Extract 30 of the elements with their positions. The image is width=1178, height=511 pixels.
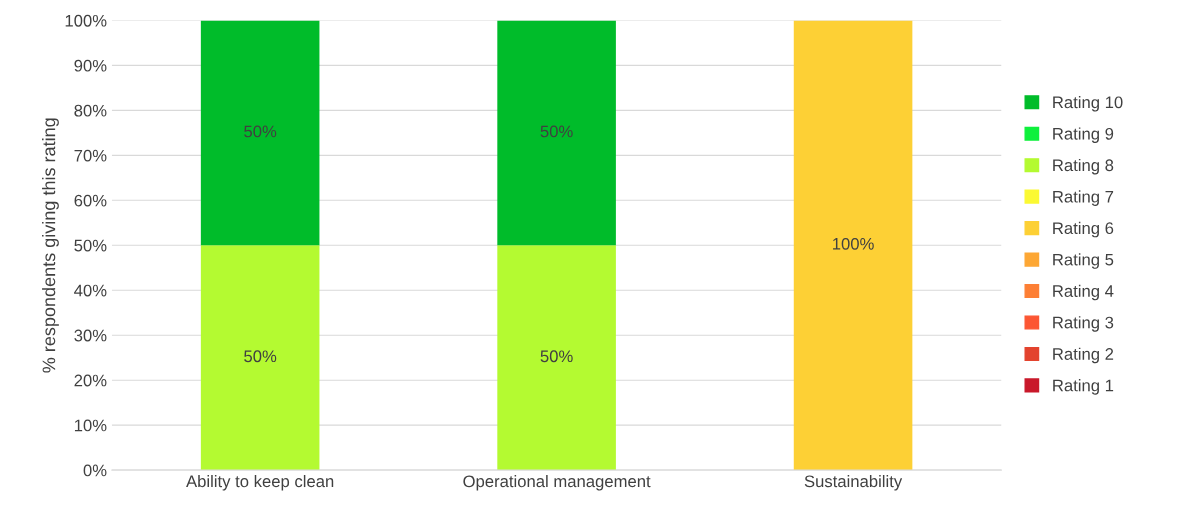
- data-label: 50%: [540, 350, 573, 363]
- legend-label: Rating 3: [1053, 316, 1114, 332]
- legend-label: Rating 4: [1053, 284, 1114, 301]
- legend-label: Rating 8: [1053, 158, 1114, 175]
- x-tick-label: Ability to keep clean: [186, 474, 334, 491]
- legend-label: Rating 10: [1053, 95, 1123, 112]
- data-label: 50%: [540, 125, 573, 138]
- y-axis-title: % respondents giving this rating: [42, 118, 59, 373]
- x-tick-label: Operational management: [463, 474, 651, 491]
- data-label: 50%: [244, 350, 277, 363]
- y-tick-label: 90%: [74, 59, 107, 72]
- y-tick-label: 70%: [74, 149, 107, 162]
- legend-label: Rating 7: [1053, 190, 1114, 206]
- y-tick-label: 0%: [83, 464, 107, 477]
- y-tick-label: 20%: [74, 374, 107, 387]
- legend-label: Rating 9: [1053, 127, 1114, 143]
- y-tick-label: 60%: [74, 194, 107, 207]
- legend-label: Rating 5: [1053, 253, 1114, 269]
- y-tick-label: 80%: [74, 104, 107, 117]
- y-tick-label: 50%: [74, 239, 107, 252]
- y-tick-label: 100%: [65, 14, 107, 27]
- y-tick-label: 30%: [74, 329, 107, 342]
- legend-label: Rating 2: [1053, 347, 1114, 364]
- y-tick-label: 40%: [74, 284, 107, 297]
- data-label: 100%: [833, 237, 874, 250]
- legend-label: Rating 6: [1053, 221, 1114, 238]
- y-tick-label: 10%: [74, 419, 107, 432]
- legend-label: Rating 1: [1053, 379, 1114, 395]
- data-label: 50%: [244, 125, 277, 138]
- x-tick-label: Sustainability: [804, 474, 903, 491]
